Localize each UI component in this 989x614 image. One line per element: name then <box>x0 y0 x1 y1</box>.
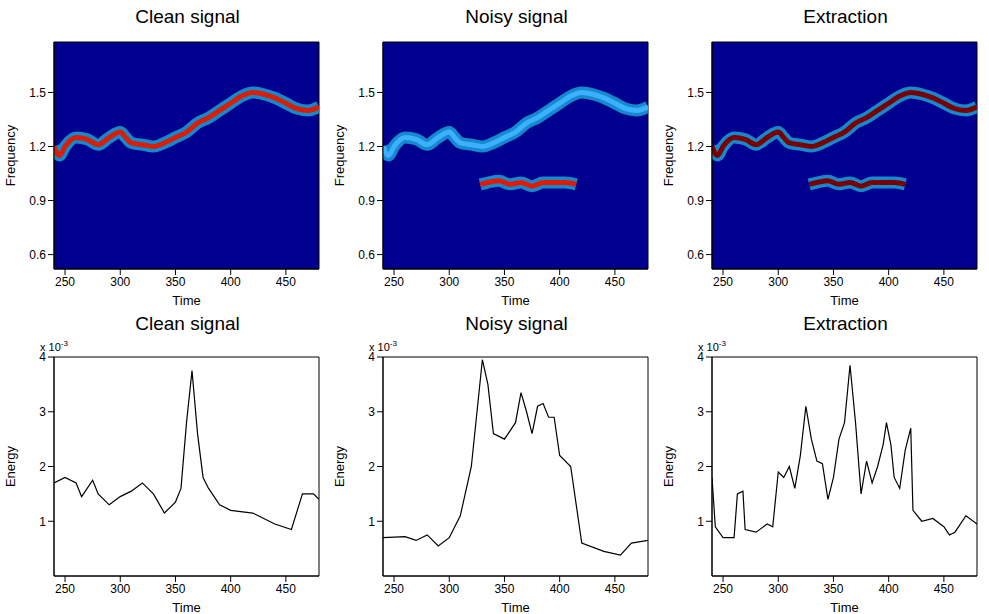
html-text:Clean signal: Clean signal <box>135 313 240 334</box>
svg-text:350: 350 <box>823 582 843 596</box>
svg-text:0.6: 0.6 <box>358 248 375 262</box>
svg-text:300: 300 <box>110 582 130 596</box>
svg-text:350: 350 <box>823 275 843 289</box>
svg-text:250: 250 <box>55 582 75 596</box>
svg-text:400: 400 <box>221 275 241 289</box>
svg-text:450: 450 <box>276 582 296 596</box>
svg-text:450: 450 <box>605 275 625 289</box>
svg-text:Energy: Energy <box>661 445 676 487</box>
svg-text:0.6: 0.6 <box>29 248 46 262</box>
svg-text:2: 2 <box>697 460 704 474</box>
svg-text:1.5: 1.5 <box>358 86 375 100</box>
svg-text:400: 400 <box>550 582 570 596</box>
svg-text:Time: Time <box>501 293 529 307</box>
html-text:Clean signal: Clean signal <box>135 6 240 27</box>
svg-text:300: 300 <box>768 582 788 596</box>
svg-text:Frequency: Frequency <box>332 124 347 186</box>
svg-text:3: 3 <box>368 405 375 419</box>
html-text:Noisy signal: Noisy signal <box>465 6 568 27</box>
svg-text:2: 2 <box>368 460 375 474</box>
svg-text:0.6: 0.6 <box>687 248 704 262</box>
svg-text:250: 250 <box>713 275 733 289</box>
svg-text:Time: Time <box>830 293 858 307</box>
svg-text:1: 1 <box>39 515 46 529</box>
svg-text:400: 400 <box>221 582 241 596</box>
svg-text:Time: Time <box>172 600 200 614</box>
svg-text:3: 3 <box>39 405 46 419</box>
svg-text:400: 400 <box>879 275 899 289</box>
svg-text:300: 300 <box>439 275 459 289</box>
svg-text:300: 300 <box>110 275 130 289</box>
svg-text:0.9: 0.9 <box>358 194 375 208</box>
svg-text:450: 450 <box>276 275 296 289</box>
svg-text:300: 300 <box>439 582 459 596</box>
svg-text:400: 400 <box>550 275 570 289</box>
svg-text:0.9: 0.9 <box>29 194 46 208</box>
svg-text:250: 250 <box>713 582 733 596</box>
svg-text:300: 300 <box>768 275 788 289</box>
svg-text:1: 1 <box>368 515 375 529</box>
svg-text:350: 350 <box>165 275 185 289</box>
svg-text:Frequency: Frequency <box>661 124 676 186</box>
svg-text:Frequency: Frequency <box>3 124 18 186</box>
svg-text:450: 450 <box>934 582 954 596</box>
svg-text:4: 4 <box>39 350 46 364</box>
html-text:x 10-3: x 10-3 <box>40 339 68 353</box>
svg-text:Time: Time <box>501 600 529 614</box>
svg-text:350: 350 <box>494 275 514 289</box>
svg-text:450: 450 <box>605 582 625 596</box>
svg-text:350: 350 <box>494 582 514 596</box>
svg-text:4: 4 <box>368 350 375 364</box>
svg-text:Energy: Energy <box>3 445 18 487</box>
svg-text:450: 450 <box>934 275 954 289</box>
svg-text:0.9: 0.9 <box>687 194 704 208</box>
svg-text:250: 250 <box>55 275 75 289</box>
svg-text:1.5: 1.5 <box>29 86 46 100</box>
svg-text:400: 400 <box>879 582 899 596</box>
html-text:Noisy signal: Noisy signal <box>465 313 568 334</box>
svg-text:4: 4 <box>697 350 704 364</box>
svg-text:Energy: Energy <box>332 445 347 487</box>
html-text:Extraction: Extraction <box>803 6 888 27</box>
html-text:x 10-3: x 10-3 <box>369 339 397 353</box>
svg-text:1.2: 1.2 <box>687 140 704 154</box>
svg-text:1.2: 1.2 <box>29 140 46 154</box>
html-text:Extraction: Extraction <box>803 313 888 334</box>
svg-text:250: 250 <box>384 582 404 596</box>
svg-text:1.5: 1.5 <box>687 86 704 100</box>
html-text:x 10-3: x 10-3 <box>698 339 726 353</box>
svg-text:1: 1 <box>697 515 704 529</box>
svg-text:Time: Time <box>172 293 200 307</box>
svg-text:3: 3 <box>697 405 704 419</box>
svg-text:2: 2 <box>39 460 46 474</box>
svg-text:1.2: 1.2 <box>358 140 375 154</box>
svg-text:Time: Time <box>830 600 858 614</box>
svg-text:350: 350 <box>165 582 185 596</box>
svg-text:250: 250 <box>384 275 404 289</box>
